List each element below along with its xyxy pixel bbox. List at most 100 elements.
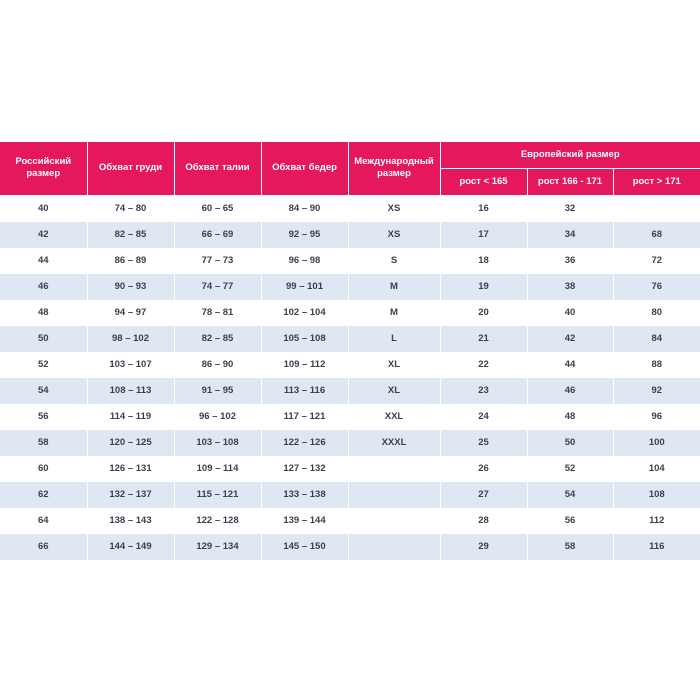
table-body: 40 74 – 80 60 – 65 84 – 90 XS 16 32 42 82 – 85 66… bbox=[0, 195, 700, 560]
table-cell: 46 bbox=[0, 273, 87, 300]
table-cell: 44 bbox=[37, 255, 49, 266]
table-cell: 22 bbox=[439, 351, 527, 378]
column-header: Обхват талии bbox=[173, 142, 262, 196]
table-cell: 46 bbox=[526, 377, 613, 404]
column-header: Обхват бедер bbox=[260, 142, 349, 196]
table-cell: 100 bbox=[612, 429, 700, 456]
table-cell: XS bbox=[347, 195, 440, 222]
table-cell: 109 – 114 bbox=[173, 455, 261, 482]
table-cell: 132 – 137 bbox=[86, 481, 174, 508]
table-cell: 58 bbox=[0, 429, 87, 456]
table-cell: 77 – 73 bbox=[173, 247, 261, 274]
table-cell: XS bbox=[347, 221, 440, 248]
table-cell: 34 bbox=[526, 221, 613, 248]
table-row: 46 90 – 93 74 – 77 99 – 101 M 19 38 76 bbox=[0, 273, 700, 300]
table-cell: 66 – 69 bbox=[173, 221, 261, 248]
table-cell: 117 – 121 bbox=[260, 403, 348, 430]
table-cell: 129 – 134 bbox=[173, 533, 261, 560]
table-cell: 102 – 104 bbox=[260, 299, 348, 326]
table-cell: 108 – 113 bbox=[86, 377, 174, 404]
table-cell: 74 – 77 bbox=[173, 273, 261, 300]
table-cell: 109 – 112 bbox=[260, 351, 348, 378]
table-cell: 66 bbox=[0, 533, 87, 560]
table-cell: 92 – 95 bbox=[260, 221, 348, 248]
table-cell: 28 bbox=[439, 507, 527, 534]
table-cell: 86 – 90 bbox=[173, 351, 261, 378]
table-cell: 133 – 138 bbox=[260, 481, 348, 508]
table-cell: 60 – 65 bbox=[173, 195, 261, 222]
table-row: 58 120 – 125 103 – 108 122 – 126 XXXL 25 50 100 bbox=[0, 429, 700, 456]
table-cell: M bbox=[347, 299, 440, 326]
table-row: 52 103 – 107 86 – 90 109 – 112 XL 22 44 88 bbox=[0, 351, 700, 378]
table-cell: 82 – 85 bbox=[173, 325, 261, 352]
table-cell: 80 bbox=[612, 299, 700, 326]
table-cell bbox=[347, 455, 440, 482]
table-row: 60 126 – 131 109 – 114 127 – 132 26 52 104 bbox=[0, 455, 700, 482]
table-cell: 54 bbox=[0, 377, 87, 404]
table-cell: 72 bbox=[612, 247, 700, 274]
table-cell: 94 – 97 bbox=[86, 299, 174, 326]
table-cell: 26 bbox=[439, 455, 527, 482]
table-cell: 91 – 95 bbox=[173, 377, 261, 404]
table-cell bbox=[347, 533, 440, 560]
table-row: 40 74 – 80 60 – 65 84 – 90 XS 16 32 bbox=[0, 195, 700, 222]
table-cell: 23 bbox=[439, 377, 527, 404]
table-cell: 96 – 98 bbox=[260, 247, 348, 274]
table-cell: 44 bbox=[526, 351, 613, 378]
table-cell: 92 bbox=[612, 377, 700, 404]
table-cell: 16 bbox=[439, 195, 527, 222]
table-cell: 96 – 102 bbox=[173, 403, 261, 430]
table-cell: 54 bbox=[526, 481, 613, 508]
table-cell bbox=[612, 195, 700, 222]
table-cell: 84 – 90 bbox=[260, 195, 348, 222]
table-cell: 122 – 128 bbox=[173, 507, 261, 534]
table-cell: 56 bbox=[37, 411, 49, 422]
table-cell: 104 bbox=[612, 455, 700, 482]
subcolumn-header: рост 166 - 171 bbox=[526, 168, 614, 196]
table-cell: 48 bbox=[37, 307, 49, 318]
table-cell: 27 bbox=[439, 481, 527, 508]
table-cell: 32 bbox=[526, 195, 613, 222]
table-cell: 24 bbox=[439, 403, 527, 430]
table-cell: 78 – 81 bbox=[173, 299, 261, 326]
table-cell: 103 – 108 bbox=[173, 429, 261, 456]
table-row: 56 114 – 119 96 – 102 117 – 121 XXL 24 48 96 bbox=[0, 403, 700, 430]
table-cell: 25 bbox=[439, 429, 527, 456]
table-cell: 82 – 85 bbox=[86, 221, 174, 248]
size-table: Российский размер Обхват груди Обхват тали… bbox=[0, 142, 700, 560]
table-row: 50 98 – 102 82 – 85 105 – 108 L 21 42 84 bbox=[0, 325, 700, 352]
table-cell: 52 bbox=[37, 359, 49, 370]
table-cell: 18 bbox=[439, 247, 527, 274]
table-row: 64 138 – 143 122 – 128 139 – 144 28 56 112 bbox=[0, 507, 700, 534]
table-cell: 48 bbox=[526, 403, 613, 430]
table-cell: M bbox=[347, 273, 440, 300]
table-cell: 36 bbox=[526, 247, 613, 274]
table-row: 54 108 – 113 91 – 95 113 – 116 XL 23 46 92 bbox=[0, 377, 700, 404]
table-cell: 52 bbox=[526, 455, 613, 482]
table-cell: 120 – 125 bbox=[86, 429, 174, 456]
table-row: 44 86 – 89 77 – 73 96 – 98 S 18 36 72 bbox=[0, 247, 700, 274]
table-cell: 58 bbox=[526, 533, 613, 560]
table-cell: 138 – 143 bbox=[86, 507, 174, 534]
table-cell: 126 – 131 bbox=[86, 455, 174, 482]
table-cell: 68 bbox=[612, 221, 700, 248]
table-cell: 112 bbox=[612, 507, 700, 534]
size-table-wrap: Российский размер Обхват груди Обхват тали… bbox=[0, 142, 700, 560]
table-cell: L bbox=[347, 325, 440, 352]
table-cell: 42 bbox=[0, 221, 87, 248]
table-cell: XL bbox=[347, 377, 440, 404]
table-cell: 42 bbox=[526, 325, 613, 352]
table-row: 42 82 – 85 66 – 69 92 – 95 XS 17 34 68 bbox=[0, 221, 700, 248]
table-cell: XXXL bbox=[347, 429, 440, 456]
table-cell: 74 – 80 bbox=[86, 195, 174, 222]
subcolumn-header: рост < 165 bbox=[439, 168, 528, 196]
table-cell: 139 – 144 bbox=[260, 507, 348, 534]
subcolumn-header: рост > 171 bbox=[612, 168, 700, 196]
table-cell: 105 – 108 bbox=[260, 325, 348, 352]
table-cell: 90 – 93 bbox=[86, 273, 174, 300]
table-cell: 38 bbox=[526, 273, 613, 300]
table-cell: 115 – 121 bbox=[173, 481, 261, 508]
column-header: Обхват груди bbox=[86, 142, 175, 196]
table-cell: 40 bbox=[37, 203, 49, 214]
table-row: 66 144 – 149 129 – 134 145 – 150 29 58 116 bbox=[0, 533, 700, 560]
